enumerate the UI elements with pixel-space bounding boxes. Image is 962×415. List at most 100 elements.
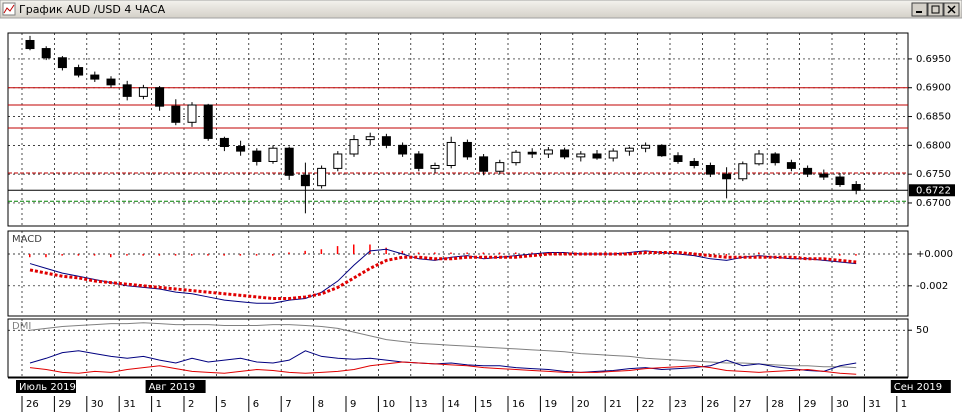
histogram-bar [45, 254, 47, 258]
y-tick-label: -0.002 [916, 281, 948, 292]
candle-body [722, 173, 732, 180]
candle-body [576, 153, 586, 158]
x-tick-label: 31 [123, 399, 136, 410]
histogram-bar [725, 254, 728, 256]
x-tick-label: 7 [285, 399, 291, 410]
x-tick-label: 8 [318, 399, 324, 410]
candle-body [155, 87, 165, 107]
y-tick-label: +0.000 [916, 249, 953, 260]
x-tick-label: 1 [156, 399, 162, 410]
histogram-bar [255, 254, 258, 256]
histogram-bar [61, 254, 63, 256]
candle-body [122, 84, 132, 97]
histogram-bar [110, 254, 112, 258]
month-label: Авг 2019 [149, 382, 196, 393]
candle-body [592, 153, 602, 159]
y-tick-label: 0.6750 [916, 169, 951, 180]
candle-body [560, 149, 570, 158]
last-price-label: 0.6722 [916, 185, 951, 196]
candle-body [317, 167, 327, 187]
candle-body [138, 87, 148, 97]
x-tick-label: 31 [868, 399, 881, 410]
x-tick-label: 1 [901, 399, 907, 410]
histogram-bar [417, 252, 420, 255]
title-bar [0, 0, 962, 19]
x-tick-label: 29 [58, 399, 71, 410]
close-icon [947, 5, 956, 14]
histogram-bar [207, 254, 209, 256]
candle-body [171, 105, 181, 123]
month-label-box [890, 380, 951, 393]
histogram-bar [142, 254, 144, 256]
x-tick-label: 26 [706, 399, 719, 410]
candle-body [187, 104, 197, 123]
window-buttons [911, 2, 960, 17]
window-title: График AUD /USD 4 ЧАСА [19, 3, 166, 16]
candle-body [689, 160, 699, 167]
candle-body [462, 141, 472, 158]
histogram-bar [385, 247, 387, 255]
x-tick-label: 26 [26, 399, 39, 410]
histogram-bar [288, 252, 290, 255]
histogram-bar [839, 254, 841, 256]
maximize-button[interactable] [927, 2, 944, 17]
month-label-box [145, 380, 206, 393]
candle-body [25, 39, 35, 50]
x-tick-label: 10 [382, 399, 395, 410]
candle-body [738, 163, 748, 180]
month-label: Июль 2019 [19, 382, 76, 393]
x-tick-label: 2 [188, 399, 194, 410]
maximize-icon [931, 5, 940, 14]
x-tick-label: 15 [480, 399, 493, 410]
histogram-bar [272, 254, 274, 256]
candle-body [365, 136, 375, 141]
histogram-bar [498, 252, 501, 255]
y-tick-label: 0.6850 [916, 112, 951, 123]
candle-body [300, 174, 310, 187]
x-tick-label: 30 [836, 399, 849, 410]
histogram-bar [174, 254, 177, 256]
candle-body [446, 141, 456, 167]
panel-label: MACD [12, 234, 42, 245]
histogram-bar [126, 254, 128, 256]
histogram-bar [304, 250, 306, 255]
price-panel [7, 32, 909, 227]
histogram-bar [320, 249, 323, 255]
y-tick-label: 0.6900 [916, 83, 951, 94]
histogram-bar [466, 252, 468, 255]
histogram-bar [93, 254, 96, 256]
last-price-box [909, 184, 955, 197]
candle-body [236, 145, 246, 152]
candle-body [381, 136, 391, 146]
x-tick-label: 14 [447, 399, 460, 410]
candle-body [430, 165, 440, 169]
dmi-panel [7, 318, 909, 378]
x-tick-label: 27 [739, 399, 752, 410]
x-tick-label: 21 [609, 399, 622, 410]
candle-body [527, 151, 537, 155]
x-tick-label: 16 [512, 399, 525, 410]
histogram-bar [482, 252, 485, 255]
histogram-bar [77, 254, 80, 256]
x-tick-label: 20 [577, 399, 590, 410]
candle-body [657, 144, 667, 157]
candle-body [252, 150, 262, 162]
histogram-bar [158, 254, 161, 256]
candle-body [349, 139, 359, 155]
x-tick-label: 30 [91, 399, 104, 410]
indicator-line [29, 350, 857, 373]
window-icon-graph [3, 4, 15, 14]
minimize-button[interactable] [911, 2, 928, 17]
candle-body [106, 78, 116, 86]
candle-body [543, 149, 553, 155]
candle-body [479, 156, 489, 172]
candle-body [770, 153, 780, 164]
candle-body [219, 137, 229, 147]
x-tick-label: 22 [642, 399, 655, 410]
y-tick-label: 0.6950 [916, 54, 951, 65]
histogram-bar [239, 254, 242, 256]
candle-body [414, 153, 424, 169]
candle-body [705, 165, 715, 175]
candle-body [835, 176, 845, 186]
